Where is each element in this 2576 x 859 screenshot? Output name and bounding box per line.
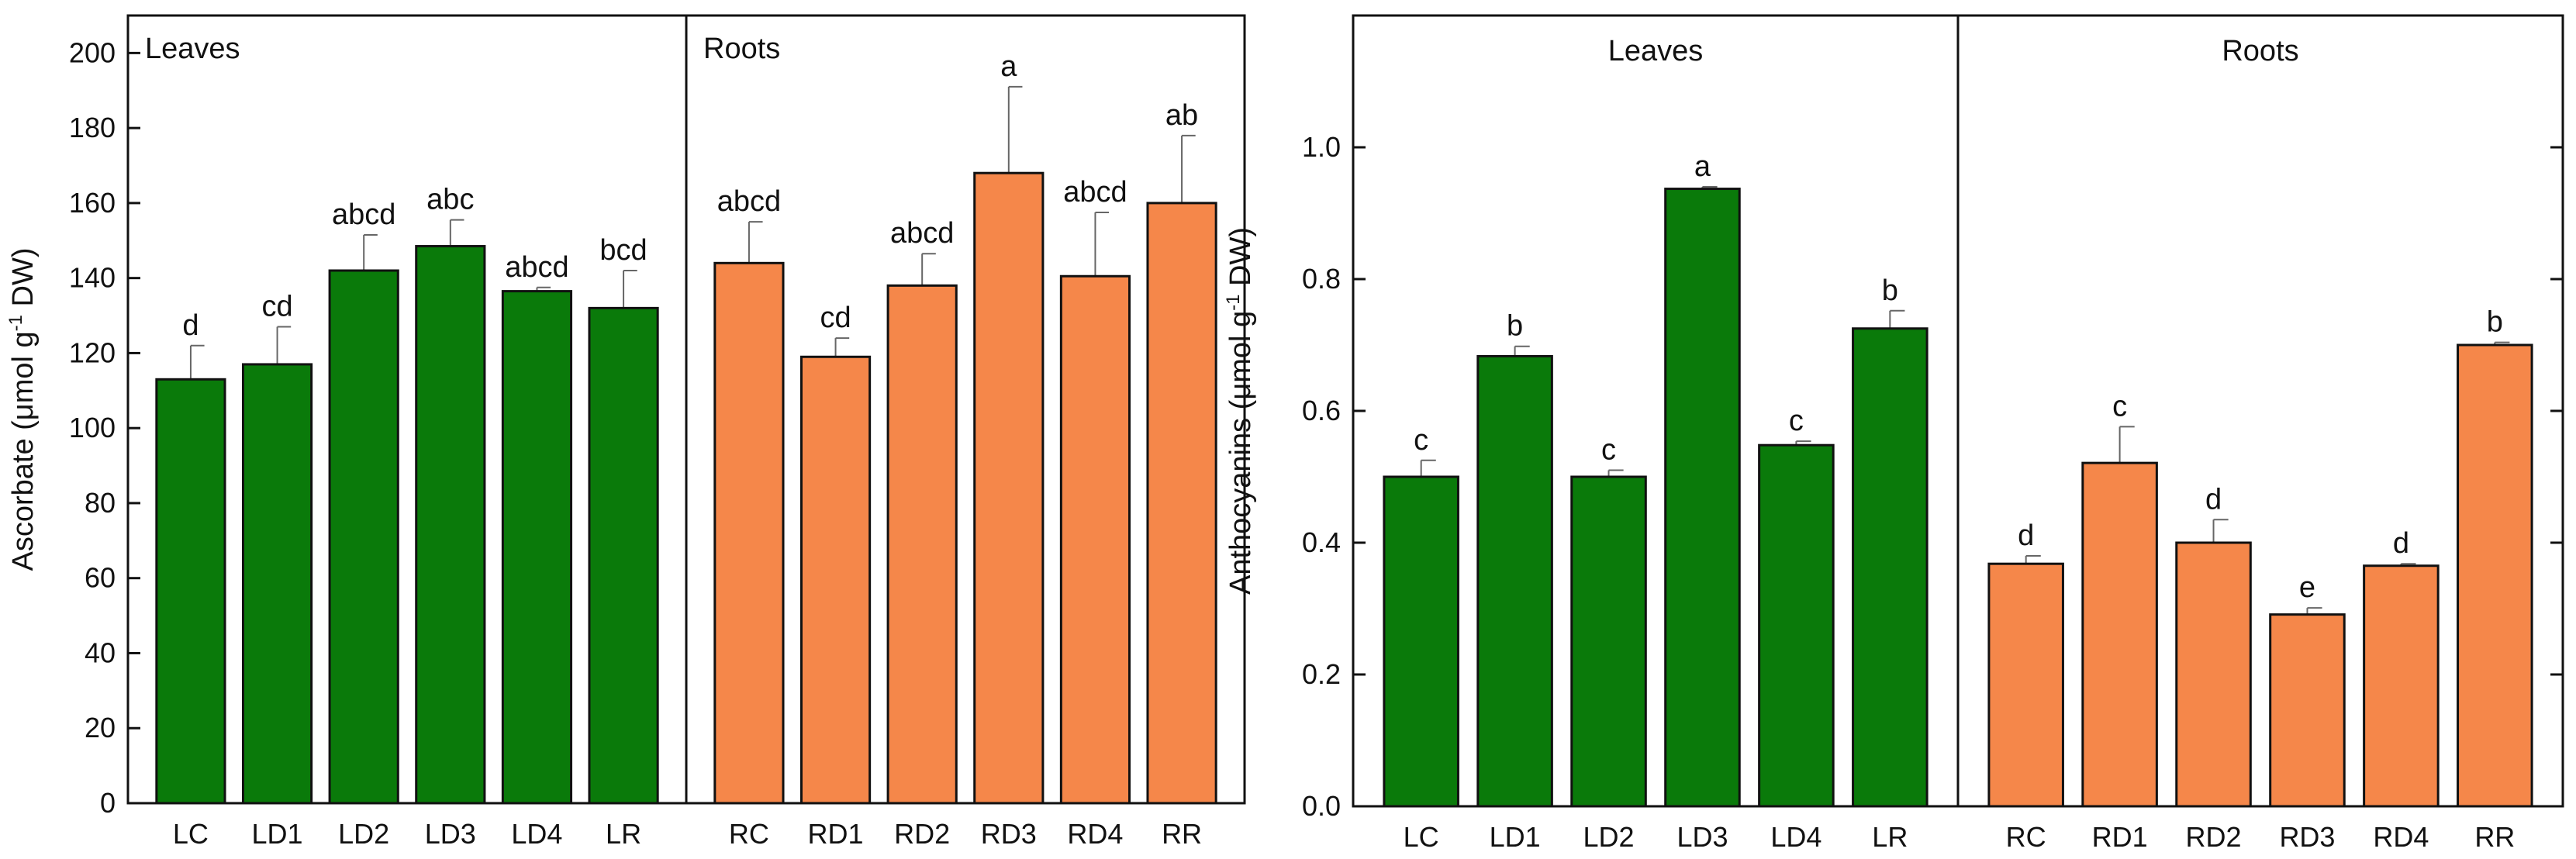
significance-letter: b xyxy=(2487,306,2503,339)
y-tick-label: 140 xyxy=(69,262,116,294)
significance-letter: abc xyxy=(426,184,474,216)
bar-ld2 xyxy=(1570,475,1647,808)
bar-rd2 xyxy=(2175,541,2252,808)
y-tick-label: 0.6 xyxy=(1302,395,1341,426)
x-tick-label: LC xyxy=(1404,821,1439,853)
bar-lc xyxy=(1383,475,1459,808)
significance-letter: a xyxy=(1000,50,1017,83)
significance-letter: abcd xyxy=(890,217,954,250)
anthocyanins-chart: 0.0 0.2 0.4 0.6 0.8 1.0 Anthocyanins (μmol g-1… xyxy=(1223,14,2564,853)
y-tick-label: 80 xyxy=(85,487,116,519)
significance-letter: abcd xyxy=(1063,176,1127,209)
significance-letter: bcd xyxy=(599,234,647,267)
x-tick-label: RD3 xyxy=(981,818,1037,850)
bar-rd2 xyxy=(886,284,958,805)
bar-rd1 xyxy=(2081,461,2158,808)
x-tick-label: LD4 xyxy=(1770,821,1822,853)
significance-letter: b xyxy=(1507,310,1523,343)
x-tick-label: RD1 xyxy=(808,818,864,850)
y-axis-title: Anthocyanins (μmol g-1 DW) xyxy=(1223,227,1257,595)
y-tick-label: 0.4 xyxy=(1302,526,1341,558)
panel-label-roots: Roots xyxy=(703,33,780,65)
x-tick-label: LD2 xyxy=(338,818,389,850)
y-tick-label: 0.2 xyxy=(1302,658,1341,690)
x-tick-label: RD4 xyxy=(1067,818,1123,850)
ascorbate-chart: 0 20 40 60 80 100 120 140 160 180 200 Ascorbate (μm… xyxy=(5,14,1246,850)
significance-letter: abcd xyxy=(332,198,395,231)
bar-ld3 xyxy=(415,245,486,805)
x-tick-label: LD1 xyxy=(252,818,303,850)
x-tick-label: RD2 xyxy=(894,818,950,850)
x-tick-label: LD2 xyxy=(1583,821,1635,853)
y-tick-label: 40 xyxy=(85,636,116,668)
x-tick-label: LD3 xyxy=(1676,821,1728,853)
significance-letter: d xyxy=(182,309,199,342)
significance-letter: e xyxy=(2299,571,2315,604)
y-tick-label: 60 xyxy=(85,562,116,594)
y-tick-label: 0.8 xyxy=(1302,263,1341,295)
significance-letter: c xyxy=(2112,390,2127,423)
bar-rr xyxy=(2457,343,2533,808)
bar-ld2 xyxy=(328,269,399,805)
y-tick-label: 100 xyxy=(69,412,116,443)
bar-ld1 xyxy=(1476,354,1553,808)
significance-letter: cd xyxy=(261,291,292,323)
significance-letter: abcd xyxy=(717,185,781,218)
bar-ld1 xyxy=(241,363,313,805)
x-tick-label: LR xyxy=(1872,821,1908,853)
significance-letter: d xyxy=(2393,527,2409,560)
panel-label-roots: Roots xyxy=(2222,35,2298,67)
y-tick-label: 0.0 xyxy=(1302,790,1341,822)
x-tick-label: LD1 xyxy=(1490,821,1541,853)
y-axis-title: Ascorbate (μmol g-1 DW) xyxy=(5,248,40,571)
bar-rd4 xyxy=(2363,564,2440,808)
x-tick-label: RD4 xyxy=(2373,821,2429,853)
x-tick-label: RC xyxy=(2006,821,2046,853)
significance-letter: ab xyxy=(1165,99,1198,132)
y-tick-label: 20 xyxy=(85,712,116,743)
bar-rd3 xyxy=(973,171,1045,805)
x-tick-label: RD1 xyxy=(2092,821,2148,853)
y-tick-label: 200 xyxy=(69,36,116,68)
y-tick-label: 120 xyxy=(69,336,116,368)
x-tick-label: RR xyxy=(1162,818,1202,850)
x-tick-label: RR xyxy=(2474,821,2515,853)
significance-letter: c xyxy=(1601,434,1616,467)
significance-letter: a xyxy=(1694,150,1711,183)
x-tick-label: RD2 xyxy=(2186,821,2242,853)
significance-letter: cd xyxy=(820,302,851,334)
y-tick-label: 160 xyxy=(69,187,116,219)
bar-lc xyxy=(155,378,226,805)
bar-ld4 xyxy=(501,290,573,805)
bar-ld4 xyxy=(1758,443,1835,808)
bar-lr xyxy=(1852,327,1929,808)
significance-letter: d xyxy=(2205,483,2222,516)
bar-rd1 xyxy=(799,355,872,805)
panel-label-leaves: Leaves xyxy=(1608,35,1704,67)
significance-letter: b xyxy=(1882,274,1898,307)
significance-letter: abcd xyxy=(505,251,568,284)
y-tick-label: 0 xyxy=(100,787,116,819)
x-tick-label: RC xyxy=(729,818,769,850)
x-tick-label: LD3 xyxy=(425,818,476,850)
panel-label-leaves: Leaves xyxy=(145,33,240,65)
y-tick-label: 1.0 xyxy=(1302,131,1341,163)
bar-rr xyxy=(1146,202,1217,805)
bar-rd3 xyxy=(2269,613,2346,808)
bar-rc xyxy=(1987,562,2064,808)
significance-letter: c xyxy=(1414,424,1428,457)
bar-rc xyxy=(713,261,785,805)
significance-letter: d xyxy=(2018,519,2034,552)
bar-lr xyxy=(588,306,659,805)
significance-letter: c xyxy=(1789,405,1804,437)
bar-ld3 xyxy=(1664,188,1741,808)
x-tick-label: LR xyxy=(606,818,641,850)
x-tick-label: RD3 xyxy=(2279,821,2335,853)
y-tick-label: 180 xyxy=(69,112,116,143)
x-tick-label: LD4 xyxy=(511,818,562,850)
x-tick-label: LC xyxy=(173,818,209,850)
bar-rd4 xyxy=(1059,274,1131,805)
